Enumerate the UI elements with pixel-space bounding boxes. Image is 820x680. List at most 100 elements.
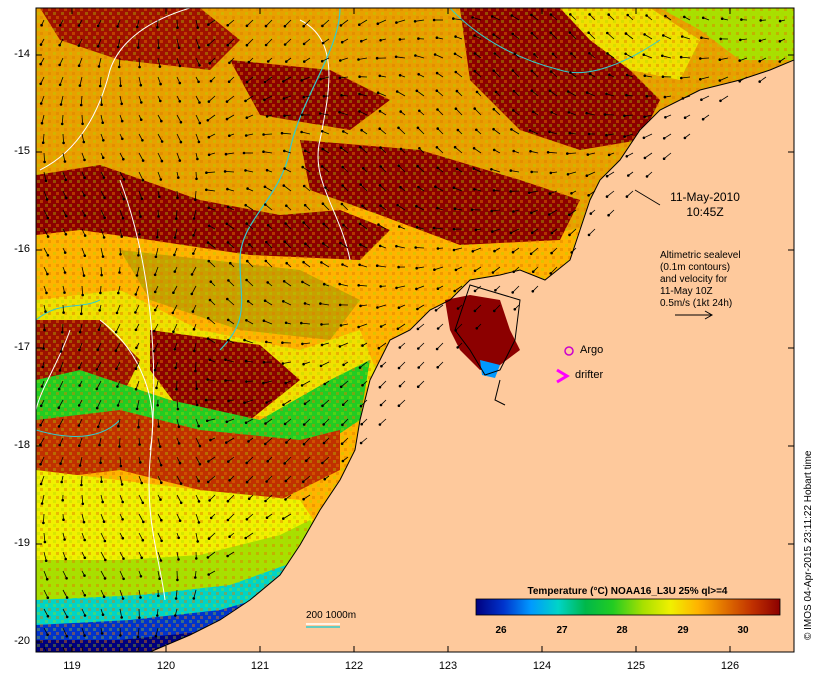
- velocity-arrow: [417, 323, 425, 330]
- velocity-arrow-head: [550, 251, 553, 255]
- velocity-arrow-head: [97, 328, 101, 332]
- velocity-arrow: [157, 532, 162, 541]
- velocity-arrow-head: [43, 160, 46, 164]
- velocity-arrow-head: [176, 578, 179, 582]
- velocity-arrow-head: [530, 170, 533, 174]
- velocity-arrow-head: [378, 423, 382, 426]
- velocity-arrow: [378, 342, 387, 349]
- velocity-arrow-head: [398, 38, 402, 41]
- velocity-arrow: [301, 131, 311, 135]
- velocity-arrow-head: [225, 100, 229, 103]
- velocity-arrow-head: [472, 147, 476, 150]
- velocity-arrow-head: [338, 303, 342, 307]
- velocity-arrow: [663, 35, 672, 40]
- velocity-arrow-head: [418, 147, 421, 150]
- velocity-arrow-head: [471, 250, 475, 253]
- velocity-arrow-head: [83, 194, 86, 197]
- velocity-arrow-head: [65, 596, 69, 599]
- velocity-arrow-head: [63, 291, 66, 294]
- velocity-arrow-head: [320, 323, 323, 326]
- velocity-arrow-head: [339, 241, 342, 245]
- velocity-arrow: [156, 228, 159, 238]
- velocity-arrow-head: [178, 64, 182, 68]
- velocity-arrow-head: [550, 111, 553, 114]
- velocity-arrow-head: [339, 146, 343, 150]
- velocity-arrow-head: [44, 559, 48, 562]
- colorbar: [475, 598, 781, 616]
- velocity-arrow-head: [197, 424, 201, 428]
- velocity-arrow-head: [303, 203, 307, 207]
- velocity-arrow-head: [379, 146, 382, 149]
- velocity-arrow: [474, 108, 482, 116]
- velocity-arrow: [43, 171, 47, 181]
- velocity-arrow-head: [359, 145, 362, 149]
- velocity-arrow: [511, 15, 520, 21]
- velocity-arrow-head: [205, 171, 208, 175]
- velocity-arrow-head: [78, 464, 82, 467]
- velocity-arrow-head: [299, 321, 303, 325]
- velocity-arrow: [195, 133, 200, 143]
- velocity-arrow-head: [698, 78, 702, 81]
- velocity-arrow-head: [157, 46, 160, 50]
- velocity-arrow: [339, 342, 349, 347]
- velocity-arrow: [115, 323, 121, 333]
- velocity-arrow: [195, 57, 200, 66]
- velocity-arrow: [453, 247, 463, 251]
- velocity-arrow-head: [302, 95, 306, 99]
- velocity-arrow-head: [452, 227, 456, 231]
- velocity-arrow-head: [415, 266, 419, 270]
- velocity-arrow: [99, 76, 102, 87]
- velocity-arrow-head: [302, 362, 305, 366]
- velocity-arrow-head: [662, 157, 666, 161]
- velocity-arrow: [118, 57, 121, 67]
- velocity-arrow: [455, 71, 463, 78]
- velocity-arrow: [493, 70, 501, 78]
- velocity-arrow: [154, 266, 159, 275]
- velocity-arrow-head: [41, 365, 45, 369]
- velocity-arrow-head: [159, 463, 163, 467]
- velocity-arrow-head: [46, 272, 49, 276]
- velocity-arrow: [81, 133, 85, 143]
- velocity-arrow-head: [379, 403, 383, 407]
- velocity-arrow: [226, 95, 235, 102]
- velocity-arrow: [172, 304, 178, 314]
- velocity-arrow-head: [45, 198, 49, 201]
- velocity-arrow-head: [135, 407, 139, 411]
- velocity-arrow-head: [81, 293, 84, 297]
- velocity-arrow-head: [95, 406, 99, 410]
- velocity-arrow-head: [61, 498, 64, 502]
- velocity-arrow-head: [82, 140, 86, 144]
- velocity-arrow-head: [117, 65, 121, 69]
- velocity-arrow-head: [102, 236, 106, 239]
- velocity-arrow: [342, 418, 349, 426]
- velocity-arrow-head: [198, 444, 202, 448]
- velocity-arrow-head: [102, 595, 106, 598]
- velocity-arrow-head: [101, 121, 104, 124]
- velocity-arrow: [397, 323, 406, 330]
- velocity-arrow-head: [207, 206, 211, 210]
- velocity-arrow-head: [118, 271, 121, 274]
- velocity-arrow-head: [159, 99, 162, 103]
- velocity-arrow-head: [225, 222, 229, 226]
- velocity-arrow-head: [436, 365, 440, 369]
- velocity-arrow-head: [643, 33, 646, 36]
- velocity-arrow-head: [340, 40, 344, 44]
- velocity-arrow-head: [226, 318, 230, 322]
- velocity-arrow-head: [548, 89, 552, 93]
- velocity-arrow-head: [547, 213, 551, 216]
- velocity-arrow: [96, 399, 102, 409]
- altimetry-note-line: (0.1m contours): [660, 262, 731, 273]
- velocity-arrow: [176, 133, 182, 143]
- velocity-arrow: [61, 323, 64, 333]
- velocity-arrow-head: [511, 69, 515, 72]
- velocity-arrow-head: [96, 425, 100, 429]
- velocity-arrow-head: [141, 139, 144, 142]
- velocity-arrow: [176, 57, 181, 67]
- velocity-arrow-head: [283, 167, 286, 170]
- velocity-arrow-head: [266, 60, 270, 63]
- velocity-arrow: [81, 494, 84, 504]
- velocity-arrow-head: [207, 135, 211, 139]
- velocity-arrow-head: [454, 70, 458, 74]
- velocity-arrow: [61, 114, 64, 124]
- velocity-arrow-head: [136, 635, 140, 639]
